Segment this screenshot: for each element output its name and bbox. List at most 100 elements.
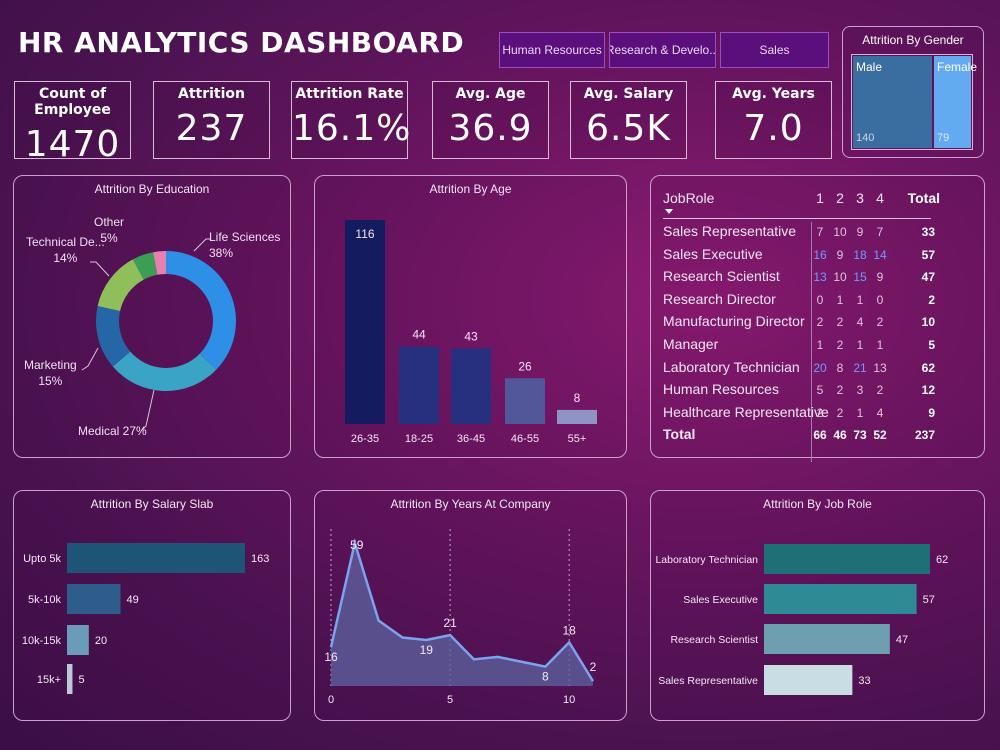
age-bar-data-label: 44: [412, 328, 426, 342]
matrix-row-label: Laboratory Technician: [663, 358, 800, 375]
kpi-label: Attrition Rate: [295, 86, 404, 102]
matrix-cell: 2: [816, 315, 824, 330]
other-name: Other: [94, 215, 125, 229]
kpi-count-of-employee: Count of Employee 1470: [14, 81, 131, 165]
life-sciences-name: Life Sciences: [209, 230, 281, 244]
gender-male-tile[interactable]: Male 140: [853, 56, 932, 148]
matrix-cell: 8: [836, 360, 844, 375]
age-axis-tick-label: 46-55: [511, 433, 539, 445]
salary-bar[interactable]: [67, 625, 89, 655]
donut-slice[interactable]: [153, 251, 166, 275]
matrix-row-total: 57: [921, 247, 935, 262]
salary-bar[interactable]: [67, 543, 245, 573]
marketing-name: Marketing: [24, 358, 77, 372]
matrix-row-label: Research Scientist: [663, 268, 780, 285]
age-bar-chart: 116 26-35 44 18-25 43 36-45 26 46-55 8 55+: [345, 220, 597, 445]
years-area: [331, 543, 593, 686]
technical-pct: 14%: [53, 251, 78, 265]
jobrole-bar[interactable]: [764, 624, 890, 654]
gender-female-tile[interactable]: Female 79: [934, 56, 977, 148]
female-label: Female: [937, 60, 978, 74]
donut-slice[interactable]: [97, 259, 144, 311]
gender-treemap: Male 140 Female 79: [851, 54, 977, 150]
male-value: 140: [856, 132, 875, 144]
age-bar[interactable]: [451, 348, 491, 424]
kpi-attrition-rate: Attrition Rate 16.1%: [291, 81, 412, 159]
age-axis-tick-label: 55+: [568, 433, 587, 445]
attrition-by-education-card: Attrition By Education Life Sciences 38%…: [13, 175, 291, 458]
kpi-value: 16.1%: [292, 108, 412, 149]
donut-slice[interactable]: [96, 306, 131, 367]
salary-axis-tick-label: Upto 5k: [23, 553, 61, 565]
age-bar[interactable]: [557, 409, 597, 424]
donut-slice[interactable]: [112, 351, 217, 391]
salary-bar[interactable]: [67, 664, 73, 694]
matrix-cell: 13: [873, 360, 887, 375]
sort-caret-icon[interactable]: [665, 209, 673, 214]
salary-axis-tick-label: 5k-10k: [28, 594, 62, 606]
gender-card-title: Attrition By Gender: [862, 33, 964, 47]
salary-bar-chart: 163 Upto 5k 49 5k-10k 20 10k-15k 5 15k+: [22, 543, 269, 694]
donut-slice[interactable]: [132, 252, 158, 280]
years-data-label: 8: [542, 670, 549, 684]
matrix-row-label: Healthcare Representative: [663, 403, 829, 420]
salary-bar-data-label: 163: [251, 553, 269, 565]
years-chart-title: Attrition By Years At Company: [390, 497, 551, 511]
years-data-label: 21: [443, 616, 457, 630]
matrix-cell: 14: [873, 247, 887, 262]
jobrole-bar[interactable]: [764, 584, 917, 614]
jobrole-axis-tick-label: Sales Representative: [658, 675, 758, 687]
slicer-human-resources[interactable]: Human Resources: [499, 32, 605, 68]
salary-bar-data-label: 5: [78, 674, 84, 686]
matrix-cell: 1: [816, 338, 824, 352]
matrix-header-jobrole[interactable]: JobRole: [663, 190, 715, 206]
marketing-pct: 15%: [38, 374, 63, 388]
education-label-technical: Technical De... 14%: [26, 234, 105, 266]
years-axis-tick-label: 10: [563, 694, 575, 706]
years-data-label: 16: [324, 650, 338, 664]
slicer-research-development[interactable]: Research & Develo...: [609, 32, 716, 68]
age-bar-data-label: 116: [355, 227, 374, 241]
donut-slice[interactable]: [166, 251, 236, 370]
salary-bar[interactable]: [67, 584, 121, 614]
kpi-avg-age: Avg. Age 36.9: [432, 81, 549, 159]
jobrole-bar[interactable]: [764, 665, 853, 695]
age-bar[interactable]: [399, 346, 439, 424]
years-area-chart: 0 5 10 16 59 19 21 8 18 2: [324, 529, 597, 706]
matrix-row-label: Manager: [663, 336, 719, 352]
other-pct: 5%: [100, 231, 118, 245]
leader-line: [81, 347, 99, 371]
education-donut-chart: [81, 238, 236, 431]
jobrole-bar-chart: 62 Laboratory Technician 57 Sales Executive…: [655, 544, 948, 695]
slicer-sales[interactable]: Sales: [720, 32, 829, 68]
attrition-by-salary-card: Attrition By Salary Slab 163 Upto 5k 49 5k-…: [13, 490, 291, 721]
kpi-label: Attrition: [178, 86, 245, 102]
education-label-medical: Medical 27%: [78, 424, 147, 438]
years-line[interactable]: [329, 538, 595, 682]
matrix-row-total: 47: [921, 270, 935, 285]
matrix-cell: 9: [836, 247, 844, 262]
jobrole-axis-tick-label: Laboratory Technician: [655, 554, 758, 566]
matrix-header-col: 2: [836, 190, 844, 206]
leader-line: [193, 238, 210, 252]
matrix-cell: 3: [856, 383, 864, 398]
age-bar-data-label: 8: [574, 391, 581, 405]
jobrole-bar-data-label: 33: [858, 675, 870, 687]
life-sciences-pct: 38%: [209, 246, 234, 260]
age-bar-data-label: 26: [518, 359, 532, 373]
matrix-cell: 1: [856, 292, 864, 307]
matrix-row-total: 237: [914, 428, 935, 443]
years-axis-tick-label: 5: [447, 694, 453, 706]
years-data-label: 19: [420, 643, 434, 657]
kpi-value: 36.9: [448, 108, 533, 149]
education-label-marketing: Marketing 15%: [24, 357, 77, 389]
age-bar[interactable]: [345, 220, 385, 424]
matrix-cell: 15: [853, 270, 867, 285]
age-bar[interactable]: [505, 378, 545, 424]
attrition-by-gender-card: Attrition By Gender Male 140 Female 79: [842, 26, 984, 158]
jobrole-bar[interactable]: [764, 544, 930, 574]
matrix-cell: 9: [856, 225, 864, 239]
matrix-row-total: 10: [921, 315, 935, 330]
matrix-cell: 4: [876, 405, 884, 420]
matrix-cell: 7: [816, 225, 824, 239]
